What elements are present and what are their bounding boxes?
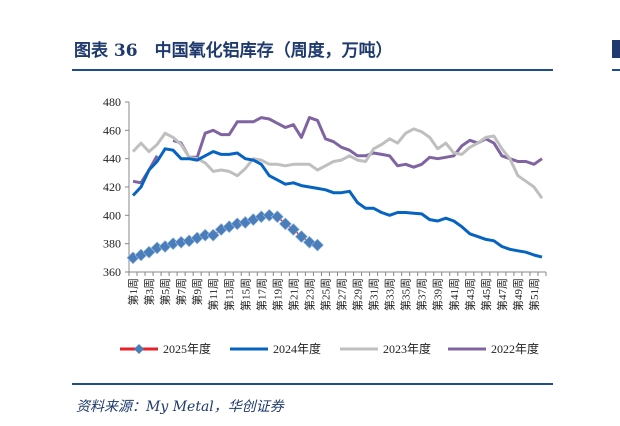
x-tick-label: 第13周 xyxy=(222,278,236,311)
x-tick-label: 第51周 xyxy=(527,278,541,311)
data-point xyxy=(311,238,324,252)
x-tick-label: 第27周 xyxy=(335,278,349,311)
series-2025年度 xyxy=(126,208,324,265)
legend-label: 2022年度 xyxy=(491,341,539,356)
legend-marker xyxy=(134,344,144,354)
adjacent-panel-divider xyxy=(612,69,620,71)
adjacent-panel-edge xyxy=(612,40,620,58)
data-point xyxy=(262,208,276,222)
series-line xyxy=(131,127,544,200)
x-tick-label: 第35周 xyxy=(399,278,413,311)
series-line xyxy=(131,147,543,259)
x-tick-label: 第21周 xyxy=(286,278,300,311)
x-tick-label: 第41周 xyxy=(447,278,461,311)
data-point xyxy=(278,217,292,231)
x-tick-label: 第9周 xyxy=(190,278,204,306)
series-line xyxy=(132,214,318,259)
x-tick-label: 第17周 xyxy=(254,278,268,311)
data-point xyxy=(270,210,284,224)
data-point xyxy=(286,223,300,236)
source-note: 资料来源：My Metal，华创证券 xyxy=(76,399,284,415)
legend-item-2025年度: 2025年度 xyxy=(120,341,211,356)
data-point xyxy=(206,228,220,242)
series-2023年度 xyxy=(131,127,544,200)
legend: 2025年度 2024年度 2023年度 2022年度 xyxy=(120,341,539,356)
legend-label: 2025年度 xyxy=(163,341,211,356)
x-tick-label: 第31周 xyxy=(367,278,381,311)
chart-title: 图表 36 中国氧化铝库存（周度，万吨） xyxy=(74,41,393,61)
x-tick-label: 第29周 xyxy=(351,278,365,311)
series-2022年度 xyxy=(132,116,543,185)
x-tick-label: 第45周 xyxy=(479,278,493,311)
x-tick-label: 第25周 xyxy=(318,278,332,311)
x-tick-label: 第39周 xyxy=(431,278,445,311)
x-tick-label: 第43周 xyxy=(463,278,477,311)
y-tick-label: 440 xyxy=(103,152,121,166)
legend-item-2024年度: 2024年度 xyxy=(230,341,321,356)
x-tick-label: 第33周 xyxy=(383,278,397,311)
legend-label: 2023年度 xyxy=(383,341,431,356)
data-point xyxy=(294,230,308,244)
x-tick-label: 第15周 xyxy=(238,278,252,311)
y-tick-label: 380 xyxy=(103,237,121,251)
x-tick-label: 第23周 xyxy=(302,278,316,311)
legend-item-2023年度: 2023年度 xyxy=(340,341,431,356)
data-point xyxy=(303,235,316,249)
x-tick-label: 第19周 xyxy=(270,278,284,311)
series-lines xyxy=(126,116,544,265)
source-divider xyxy=(72,383,553,385)
x-tick-label: 第1周 xyxy=(126,278,140,306)
legend-item-2022年度: 2022年度 xyxy=(448,341,539,356)
y-tick-label: 360 xyxy=(103,265,121,279)
x-tick-label: 第7周 xyxy=(174,278,188,306)
x-tick-label: 第11周 xyxy=(206,278,220,311)
title-divider xyxy=(72,69,553,71)
x-tick-label: 第37周 xyxy=(415,278,429,311)
legend-label: 2024年度 xyxy=(273,341,321,356)
y-tick-label: 420 xyxy=(103,180,121,194)
series-2024年度 xyxy=(131,147,543,259)
y-tick-label: 480 xyxy=(103,95,121,109)
axes: 360 380 400 420 440 460 480 第1周 第3周 第5周 第7周 第9周 第11周… xyxy=(103,95,547,311)
x-tick-label: 第5周 xyxy=(158,278,172,306)
x-tick-label: 第47周 xyxy=(495,278,509,311)
y-tick-label: 460 xyxy=(103,123,121,137)
y-tick-label: 400 xyxy=(103,208,121,222)
x-tick-label: 第49周 xyxy=(511,278,525,311)
series-line xyxy=(132,116,543,185)
x-tick-label: 第3周 xyxy=(142,278,156,306)
